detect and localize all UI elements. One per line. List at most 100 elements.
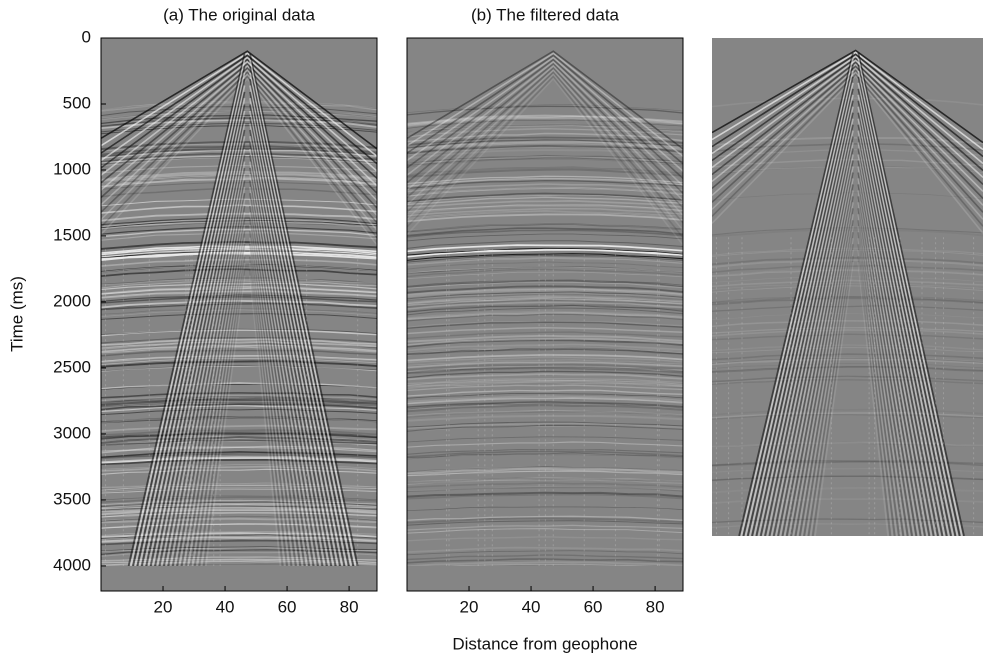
reflection bbox=[101, 221, 377, 231]
reflection bbox=[712, 365, 983, 373]
ground-roll bbox=[770, 142, 854, 536]
reflection bbox=[101, 394, 377, 402]
reflection bbox=[407, 233, 683, 242]
reflection bbox=[101, 219, 377, 228]
reflection bbox=[712, 143, 983, 153]
reflection bbox=[407, 128, 683, 138]
ground-roll bbox=[249, 269, 284, 566]
reflection bbox=[712, 283, 983, 290]
reflection bbox=[407, 404, 683, 413]
ground-roll bbox=[857, 249, 894, 536]
first-arrival bbox=[407, 77, 683, 246]
ground-roll bbox=[857, 136, 935, 536]
reflection bbox=[712, 276, 983, 283]
first-arrival bbox=[101, 60, 377, 187]
ground-roll bbox=[746, 76, 854, 536]
reflection bbox=[407, 105, 683, 116]
ground-roll bbox=[143, 98, 246, 566]
reflection bbox=[407, 154, 683, 165]
reflection bbox=[101, 140, 377, 151]
reflection bbox=[712, 148, 983, 158]
ground-roll bbox=[249, 193, 310, 566]
ground-roll bbox=[249, 129, 333, 566]
first-arrival bbox=[407, 60, 683, 187]
reflection bbox=[407, 367, 683, 375]
reflection bbox=[407, 146, 683, 156]
reflection bbox=[101, 506, 377, 511]
reflection bbox=[712, 379, 983, 385]
x-tick-label: 40 bbox=[216, 597, 235, 616]
first-arrival bbox=[101, 58, 377, 179]
reflection bbox=[407, 401, 683, 408]
ground-roll bbox=[200, 262, 246, 566]
reflection bbox=[407, 313, 683, 321]
reflection bbox=[101, 346, 377, 354]
reflection bbox=[407, 436, 683, 443]
reflection bbox=[101, 397, 377, 404]
axes-frame bbox=[406, 37, 684, 592]
ground-roll bbox=[857, 58, 963, 536]
y-tick-label: 3500 bbox=[53, 489, 91, 508]
reflection bbox=[407, 554, 683, 561]
reflection bbox=[407, 343, 683, 352]
ground-roll bbox=[187, 224, 246, 566]
reflection bbox=[407, 268, 683, 278]
first-arrival bbox=[101, 77, 377, 246]
reflection bbox=[101, 398, 377, 407]
ground-roll bbox=[857, 208, 909, 536]
reflection bbox=[407, 354, 683, 362]
reflection bbox=[712, 376, 983, 384]
reflection bbox=[407, 255, 683, 265]
reflection bbox=[712, 347, 983, 354]
reflection bbox=[712, 312, 983, 321]
reflection bbox=[101, 221, 377, 231]
reflection bbox=[101, 405, 377, 413]
first-arrival bbox=[712, 75, 983, 234]
ground-roll bbox=[176, 193, 246, 566]
reflection bbox=[407, 187, 683, 197]
ground-roll bbox=[145, 104, 246, 566]
reflection bbox=[101, 155, 377, 164]
ground-roll bbox=[857, 238, 898, 536]
ground-roll bbox=[249, 136, 330, 566]
reflection bbox=[101, 212, 377, 222]
first-arrival bbox=[712, 49, 983, 144]
reflection bbox=[712, 192, 983, 201]
reflection bbox=[101, 308, 377, 315]
ground-roll bbox=[788, 190, 854, 536]
reflection bbox=[407, 331, 683, 340]
ground-roll bbox=[140, 91, 246, 566]
ground-roll bbox=[857, 76, 957, 536]
reflection bbox=[101, 360, 377, 368]
reflection bbox=[407, 524, 683, 531]
reflection bbox=[407, 155, 683, 165]
reflection bbox=[101, 416, 377, 424]
first-arrival bbox=[407, 62, 683, 194]
reflection bbox=[407, 313, 683, 322]
reflection bbox=[407, 158, 683, 168]
reflection bbox=[407, 310, 683, 320]
reflection bbox=[101, 416, 377, 423]
ground-roll bbox=[249, 174, 317, 566]
ground-roll bbox=[249, 53, 359, 566]
reflection bbox=[101, 294, 377, 302]
ground-roll bbox=[160, 148, 246, 566]
reflection bbox=[407, 396, 683, 405]
ground-roll bbox=[857, 148, 931, 536]
ground-roll bbox=[136, 79, 246, 566]
reflection bbox=[407, 149, 683, 160]
reflection bbox=[101, 278, 377, 286]
first-arrival bbox=[101, 56, 377, 172]
ground-roll bbox=[249, 212, 304, 566]
ground-roll bbox=[857, 226, 903, 536]
ground-roll bbox=[857, 262, 889, 536]
ground-roll bbox=[857, 142, 933, 536]
reflection bbox=[118, 563, 374, 566]
ground-roll bbox=[857, 70, 959, 536]
first-arrival bbox=[407, 64, 683, 202]
ground-roll bbox=[249, 161, 321, 566]
ground-roll bbox=[857, 214, 907, 536]
first-arrival bbox=[101, 54, 377, 165]
reflection bbox=[407, 187, 683, 196]
